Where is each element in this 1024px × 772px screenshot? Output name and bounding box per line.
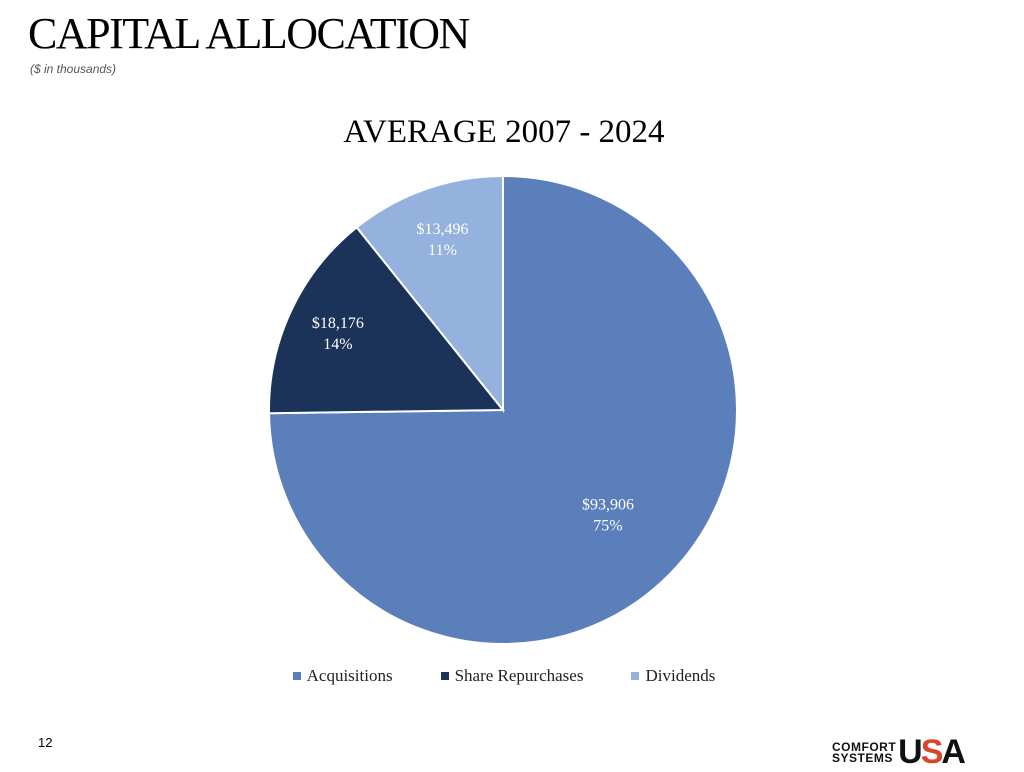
page-number: 12 <box>38 735 53 750</box>
data-value-label: $93,906 <box>582 497 634 514</box>
chart-title: AVERAGE 2007 - 2024 <box>343 114 665 150</box>
logo-usa: USA <box>898 733 966 771</box>
data-value-label: $18,176 <box>312 315 364 332</box>
legend-label: Dividends <box>645 666 716 685</box>
pie-slice-dividends <box>355 174 504 413</box>
data-percent-label: 14% <box>323 336 352 353</box>
pie-slice-share-repurchases <box>268 225 506 415</box>
legend-label: Share Repurchases <box>454 666 584 685</box>
legend-item-acquisitions: Acquisitions <box>292 666 393 686</box>
legend-swatch <box>631 672 640 680</box>
legend-label: Acquisitions <box>306 666 393 685</box>
data-percent-label: 75% <box>593 518 622 535</box>
legend-item-share-repurchases: Share Repurchases <box>440 666 584 686</box>
logo-wordmark: COMFORT SYSTEMS <box>832 739 897 765</box>
legend-swatch <box>440 672 449 680</box>
page-title: CAPITAL ALLOCATION <box>28 9 470 58</box>
legend-item-dividends: Dividends <box>631 666 715 686</box>
company-logo: COMFORT SYSTEMS USA <box>832 733 966 772</box>
data-value-label: $13,496 <box>417 221 469 238</box>
legend-swatch <box>292 672 301 680</box>
data-percent-label: 11% <box>428 242 457 259</box>
units-note: ($ in thousands) <box>30 62 117 76</box>
legend: Acquisitions Share Repurchases Dividends <box>0 666 1008 686</box>
